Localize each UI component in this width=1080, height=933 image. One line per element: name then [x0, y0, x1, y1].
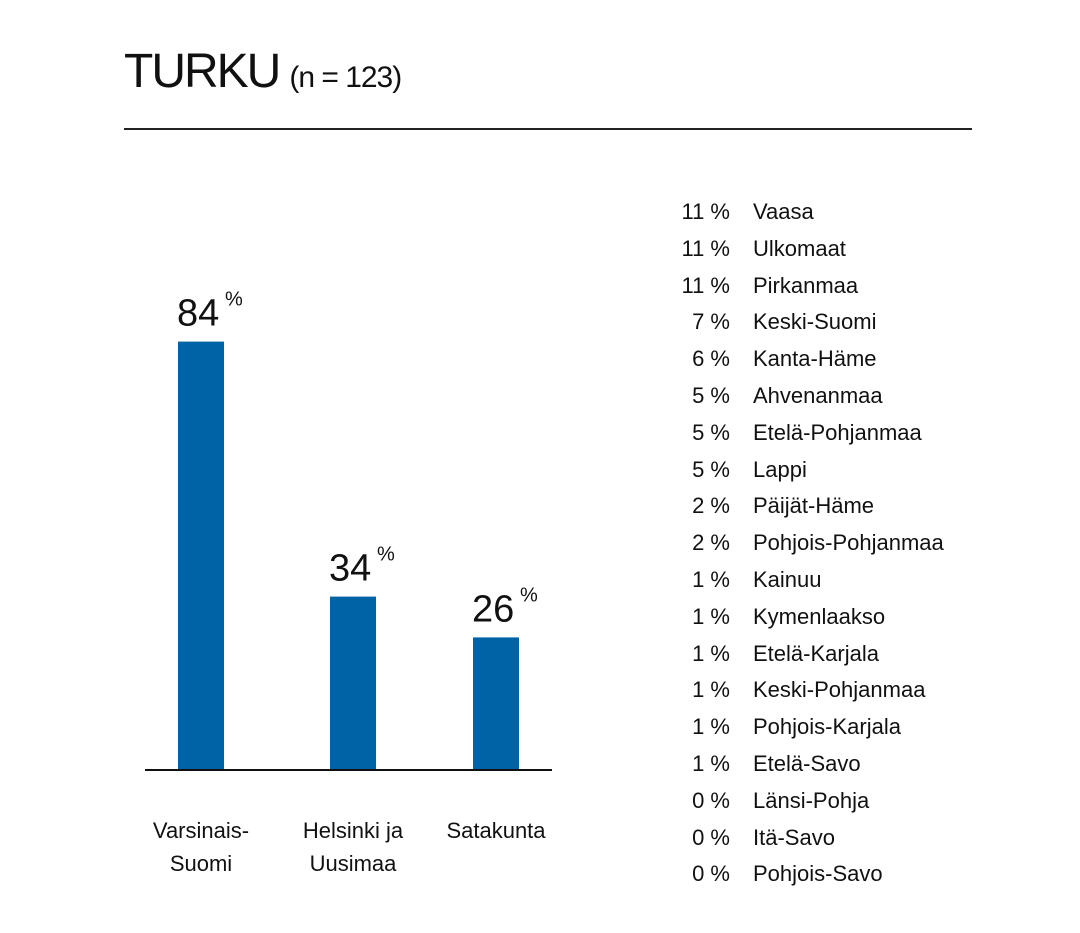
region-row: 1 % Etelä-Karjala — [660, 636, 1060, 673]
region-row: 0 % Itä-Savo — [660, 820, 1060, 857]
category-label: Satakunta — [446, 818, 546, 843]
region-percent: 2 % — [692, 530, 730, 556]
region-name: Etelä-Karjala — [753, 640, 879, 666]
region-name: Pohjois-Savo — [753, 861, 883, 887]
region-row: 7 % Keski-Suomi — [660, 304, 1060, 341]
region-name: Pirkanmaa — [753, 272, 859, 298]
region-row: 11 % Pirkanmaa — [660, 268, 1060, 305]
region-percent: 11 % — [681, 235, 730, 261]
region-percent: 1 % — [692, 750, 730, 776]
category-label: Uusimaa — [310, 851, 398, 876]
category-label: Suomi — [170, 851, 232, 876]
region-percent: 2 % — [692, 493, 730, 519]
bar-value-label: 34 — [329, 548, 371, 590]
region-percent: 1 % — [692, 640, 730, 666]
bar-value-unit: % — [377, 544, 395, 566]
region-name: Lappi — [753, 456, 807, 482]
region-percent: 5 % — [692, 382, 730, 408]
region-percent: 1 % — [692, 677, 730, 703]
region-percent: 7 % — [692, 309, 730, 335]
region-name: Keski-Pohjanmaa — [753, 677, 926, 703]
region-name: Keski-Suomi — [753, 309, 877, 335]
region-name: Päijät-Häme — [753, 493, 875, 519]
region-row: 5 % Lappi — [660, 452, 1060, 489]
region-percent: 1 % — [692, 714, 730, 740]
region-percent: 0 % — [692, 787, 730, 813]
bar-value-unit: % — [225, 289, 243, 311]
other-regions-list: 11 % Vaasa 11 % Ulkomaat 11 % Pirkanmaa 7 % Kes… — [660, 194, 1060, 893]
title-sample-size: (n = 123) — [289, 61, 402, 94]
region-name: Pohjois-Pohjanmaa — [753, 530, 944, 556]
bar-value-label: 84 — [177, 293, 219, 335]
region-row: 1 % Kymenlaakso — [660, 599, 1060, 636]
region-row: 6 % Kanta-Häme — [660, 341, 1060, 378]
region-percent: 0 % — [692, 824, 730, 850]
region-percent: 11 % — [681, 272, 730, 298]
region-row: 11 % Vaasa — [660, 194, 1060, 231]
region-name: Etelä-Savo — [753, 750, 861, 776]
region-percent: 5 % — [692, 419, 730, 445]
region-percent: 5 % — [692, 456, 730, 482]
chart-title: TURKU (n = 123) — [124, 44, 402, 99]
region-row: 1 % Kainuu — [660, 562, 1060, 599]
region-name: Etelä-Pohjanmaa — [753, 419, 922, 445]
category-label: Varsinais- — [153, 818, 249, 843]
region-row: 2 % Päijät-Häme — [660, 488, 1060, 525]
region-row: 11 % Ulkomaat — [660, 231, 1060, 268]
region-percent: 1 % — [692, 566, 730, 592]
region-row: 5 % Ahvenanmaa — [660, 378, 1060, 415]
region-percent: 1 % — [692, 603, 730, 629]
region-row: 1 % Keski-Pohjanmaa — [660, 672, 1060, 709]
bar-value-label: 26 — [472, 588, 514, 630]
region-percent: 11 % — [681, 199, 730, 224]
region-name: Pohjois-Karjala — [753, 714, 901, 740]
region-name: Vaasa — [753, 199, 814, 224]
category-label: Helsinki ja — [303, 818, 404, 843]
bar-0 — [178, 341, 224, 770]
bar-2 — [473, 637, 519, 770]
title-main: TURKU — [124, 45, 281, 98]
region-percent: 6 % — [692, 346, 730, 372]
region-name: Kanta-Häme — [753, 346, 877, 372]
region-row: 0 % Länsi-Pohja — [660, 783, 1060, 820]
region-row: 5 % Etelä-Pohjanmaa — [660, 415, 1060, 452]
bar-value-unit: % — [520, 584, 538, 606]
region-row: 0 % Pohjois-Savo — [660, 856, 1060, 893]
title-divider — [124, 128, 972, 130]
region-name: Ahvenanmaa — [753, 382, 883, 408]
region-name: Ulkomaat — [753, 235, 846, 261]
region-name: Kainuu — [753, 566, 822, 592]
region-name: Itä-Savo — [753, 824, 835, 850]
region-name: Kymenlaakso — [753, 603, 886, 629]
bar-1 — [330, 596, 376, 770]
region-row: 2 % Pohjois-Pohjanmaa — [660, 525, 1060, 562]
region-row: 1 % Pohjois-Karjala — [660, 709, 1060, 746]
region-percent: 0 % — [692, 861, 730, 887]
region-row: 1 % Etelä-Savo — [660, 746, 1060, 783]
region-name: Länsi-Pohja — [753, 787, 870, 813]
